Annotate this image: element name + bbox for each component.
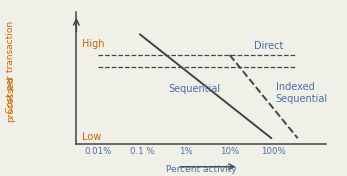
Text: Direct: Direct	[254, 41, 283, 51]
Text: Percent activity: Percent activity	[166, 165, 237, 174]
Text: Low: Low	[82, 132, 101, 142]
Text: High: High	[82, 39, 104, 49]
Text: Cost per transaction: Cost per transaction	[6, 21, 15, 113]
Text: Indexed
Sequential: Indexed Sequential	[276, 82, 328, 104]
Text: processed: processed	[6, 76, 15, 122]
Text: Sequential: Sequential	[168, 84, 220, 94]
